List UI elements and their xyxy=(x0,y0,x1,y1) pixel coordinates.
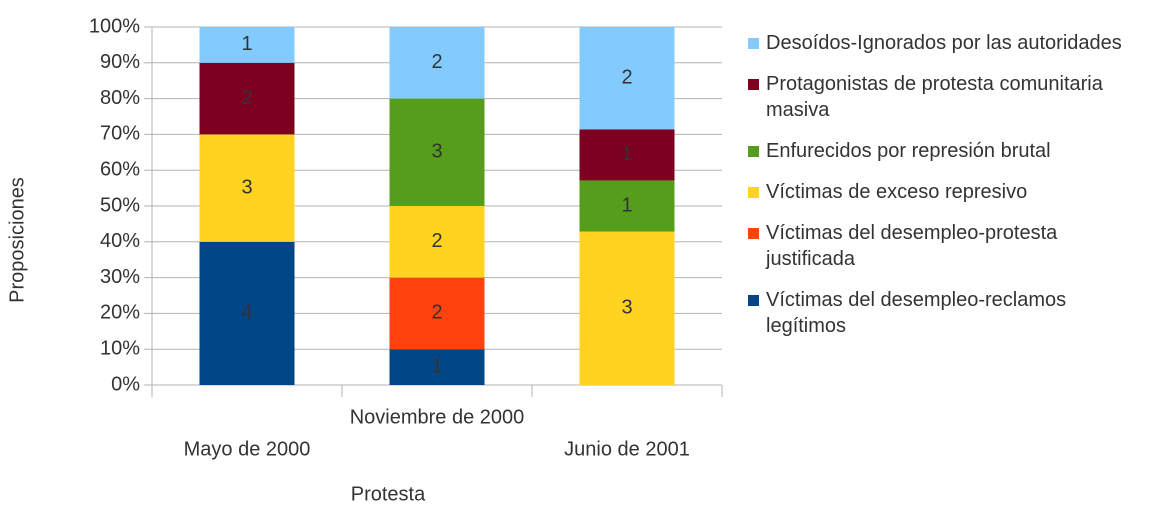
x-tick-label: Junio de 2001 xyxy=(564,438,690,460)
bar-segment xyxy=(389,206,485,278)
data-label: 2 xyxy=(241,87,252,109)
legend-swatch xyxy=(748,38,759,49)
x-axis-title: Protesta xyxy=(351,483,426,505)
bar-segment xyxy=(579,231,675,385)
data-label: 3 xyxy=(621,297,632,319)
data-label: 2 xyxy=(431,230,442,252)
legend-swatch xyxy=(748,79,759,90)
legend: Desoídos-Ignorados por las autoridades Pr… xyxy=(748,30,1138,354)
data-label: 1 xyxy=(241,33,252,55)
legend-item: Desoídos-Ignorados por las autoridades xyxy=(748,30,1138,56)
legend-label: Víctimas de exceso represivo xyxy=(766,181,1028,203)
data-label: 1 xyxy=(621,143,632,165)
y-tick-label: 90% xyxy=(100,51,140,73)
data-label: 2 xyxy=(431,51,442,73)
legend-item: Protagonistas de protesta comunitaria ma… xyxy=(748,71,1138,123)
y-tick-label: 80% xyxy=(100,87,140,109)
legend-item: Enfurecidos por represión brutal xyxy=(748,138,1138,164)
legend-label: Protagonistas de protesta comunitaria ma… xyxy=(766,73,1103,121)
data-label: 2 xyxy=(431,302,442,324)
legend-label: Enfurecidos por represión brutal xyxy=(766,140,1051,162)
y-tick-label: 0% xyxy=(111,373,140,395)
legend-item: Víctimas de exceso represivo xyxy=(748,179,1138,205)
x-tick-label: Noviembre de 2000 xyxy=(350,406,525,428)
y-tick-label: 30% xyxy=(100,266,140,288)
y-axis-title: Proposiciones xyxy=(6,177,28,303)
y-tick-label: 10% xyxy=(100,337,140,359)
y-tick-label: 100% xyxy=(89,15,140,37)
bar-segment xyxy=(389,277,485,350)
bar-segment xyxy=(199,241,295,385)
data-label: 1 xyxy=(431,355,442,377)
bar-segment xyxy=(199,27,295,63)
bar-segment xyxy=(579,180,675,232)
y-tick-label: 70% xyxy=(100,123,140,145)
data-label: 3 xyxy=(431,141,442,163)
y-tick-label: 40% xyxy=(100,230,140,252)
x-tick-label: Mayo de 2000 xyxy=(184,438,311,460)
legend-label: Víctimas del desempleo-reclamos legítimo… xyxy=(766,289,1067,337)
legend-item: Víctimas del desempleo-protesta justific… xyxy=(748,220,1138,272)
y-tick-label: 50% xyxy=(100,194,140,216)
data-label: 3 xyxy=(241,176,252,198)
legend-swatch xyxy=(748,187,759,198)
chart: Protesta Proposiciones 0% 10% 20% 30% 40% 50%… xyxy=(6,15,723,505)
data-label: 4 xyxy=(241,302,252,324)
y-tick-label: 20% xyxy=(100,302,140,324)
bar-segment xyxy=(579,27,675,130)
data-label: 1 xyxy=(621,194,632,216)
bar-segment xyxy=(199,134,295,242)
bar-segment xyxy=(389,349,485,385)
bar-segment xyxy=(389,98,485,206)
legend-label: Víctimas del desempleo-protesta justific… xyxy=(766,222,1058,270)
y-tick-label: 60% xyxy=(100,158,140,180)
legend-item: Víctimas del desempleo-reclamos legítimo… xyxy=(748,287,1138,339)
legend-label: Desoídos-Ignorados por las autoridades xyxy=(766,32,1122,54)
bar-segment xyxy=(199,62,295,135)
legend-swatch xyxy=(748,228,759,239)
bar-segment xyxy=(389,27,485,99)
legend-swatch xyxy=(748,146,759,157)
legend-swatch xyxy=(748,295,759,306)
bar-segment xyxy=(579,129,675,181)
data-label: 2 xyxy=(621,66,632,88)
